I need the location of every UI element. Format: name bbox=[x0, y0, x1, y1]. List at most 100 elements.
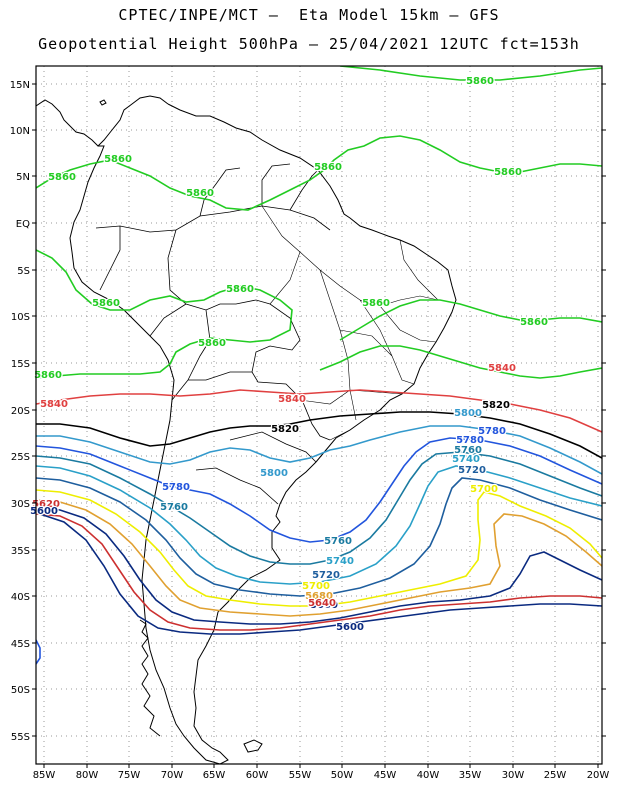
contour-label: 5740 bbox=[452, 454, 480, 465]
lon-label: 75W bbox=[118, 770, 141, 781]
latitude-labels: 15N 10N 5N EQ 5S 10S 15S 20S 25S 30S 35S 40S 45S 50S 5… bbox=[10, 80, 30, 743]
contour-label: 5780 bbox=[478, 426, 506, 437]
contour-label: 5860 bbox=[466, 76, 494, 87]
contour-label: 5780 bbox=[456, 435, 484, 446]
contour-label: 5860 bbox=[362, 298, 390, 309]
lat-label: 50S bbox=[11, 685, 30, 696]
lon-label: 80W bbox=[76, 770, 99, 781]
lon-label: 70W bbox=[161, 770, 184, 781]
chile-fjords bbox=[139, 619, 161, 737]
contour-label: 5760 bbox=[324, 536, 352, 547]
contour-label: 5840 bbox=[40, 399, 68, 410]
lat-label: 15N bbox=[10, 80, 30, 91]
contour-5800 bbox=[36, 425, 602, 475]
lat-label: 30S bbox=[11, 499, 30, 510]
contour-5600 bbox=[39, 513, 602, 635]
contour-label: 5860 bbox=[48, 172, 76, 183]
contour-label: 5600 bbox=[336, 622, 364, 633]
lat-label: 5N bbox=[16, 172, 30, 183]
contour-5840 bbox=[36, 389, 602, 433]
contour-label: 5660 bbox=[310, 600, 338, 611]
contour-5640 bbox=[36, 513, 602, 631]
lat-label: 10S bbox=[11, 312, 30, 323]
axis-ticks bbox=[32, 83, 606, 768]
lat-label: 20S bbox=[11, 406, 30, 417]
lon-label: 55W bbox=[289, 770, 312, 781]
contour-label: 5720 bbox=[458, 465, 486, 476]
contour-label: 5620 bbox=[32, 499, 60, 510]
contour-label: 5860 bbox=[520, 317, 548, 328]
contour-label: 5700 bbox=[470, 484, 498, 495]
contours bbox=[36, 66, 602, 665]
lat-label: 15S bbox=[11, 359, 30, 370]
contour-label: 5860 bbox=[104, 154, 132, 165]
state-borders bbox=[261, 205, 439, 441]
lon-label: 20W bbox=[587, 770, 610, 781]
lon-label: 60W bbox=[246, 770, 269, 781]
lon-label: 65W bbox=[203, 770, 226, 781]
contour-label: 5700 bbox=[302, 581, 330, 592]
contour-label: 5800 bbox=[260, 468, 288, 479]
lat-label: 35S bbox=[11, 546, 30, 557]
map-subtitle: Geopotential Height 500hPa – 25/04/2021 … bbox=[38, 35, 580, 53]
map-frame bbox=[35, 65, 603, 765]
contour-label: 5860 bbox=[186, 188, 214, 199]
contour-5780 bbox=[36, 437, 602, 543]
country-borders bbox=[95, 163, 331, 505]
contour-label: 5600 bbox=[30, 506, 58, 517]
contour-label: 5860 bbox=[92, 298, 120, 309]
contour-label: 5820 bbox=[482, 400, 510, 411]
contour-5760 bbox=[36, 451, 602, 565]
coastlines bbox=[36, 95, 457, 764]
lon-label: 50W bbox=[331, 770, 354, 781]
contour-label: 5760 bbox=[160, 502, 188, 513]
contour-5740 bbox=[36, 465, 602, 585]
contour-5720 bbox=[36, 477, 602, 597]
lon-label: 30W bbox=[502, 770, 525, 781]
contour-labels: 5860 5860 5860 5860 5860 5860 5860 5860 5860 5860… bbox=[29, 75, 549, 635]
lat-label: 25S bbox=[11, 452, 30, 463]
falklands-island bbox=[243, 739, 263, 753]
lon-label: 40W bbox=[417, 770, 440, 781]
lon-label: 85W bbox=[33, 770, 56, 781]
contour-5860 bbox=[339, 66, 602, 81]
lon-label: 25W bbox=[544, 770, 567, 781]
lat-label: 40S bbox=[11, 592, 30, 603]
contour-5860 bbox=[36, 249, 293, 379]
contour-label: 5800 bbox=[454, 408, 482, 419]
contour-label: 5860 bbox=[198, 338, 226, 349]
contour-label: 5640 bbox=[308, 598, 336, 609]
lon-label: 35W bbox=[459, 770, 482, 781]
caribbean-island bbox=[99, 99, 107, 106]
lat-label: 5S bbox=[17, 266, 30, 277]
contour-label: 5860 bbox=[34, 370, 62, 381]
central-america-coast bbox=[36, 95, 169, 147]
contour-5680 bbox=[36, 499, 602, 617]
lat-label: 45S bbox=[11, 639, 30, 650]
contour-5820 bbox=[36, 411, 602, 459]
contour-label: 5680 bbox=[305, 591, 333, 602]
contour-5660 bbox=[36, 507, 602, 625]
contour-5860 bbox=[339, 299, 602, 341]
contour-label: 5860 bbox=[314, 162, 342, 173]
contour-5860 bbox=[319, 345, 602, 379]
lat-label: 55S bbox=[11, 732, 30, 743]
map-title: CPTEC/INPE/MCT – Eta Model 15km – GFS bbox=[118, 6, 500, 24]
south-america-coast bbox=[69, 103, 457, 764]
lat-label: 10N bbox=[10, 126, 30, 137]
lon-label: 45W bbox=[374, 770, 397, 781]
contour-label: 5860 bbox=[226, 284, 254, 295]
contour-label: 5840 bbox=[488, 363, 516, 374]
contour-5860 bbox=[36, 135, 602, 211]
contour-small-loop bbox=[36, 639, 41, 665]
lat-label: EQ bbox=[16, 219, 30, 230]
contour-label: 5820 bbox=[271, 424, 299, 435]
contour-5700 bbox=[36, 489, 602, 607]
contour-label: 5840 bbox=[278, 394, 306, 405]
contour-label: 5740 bbox=[326, 556, 354, 567]
contour-label: 5780 bbox=[162, 482, 190, 493]
contour-label: 5720 bbox=[312, 570, 340, 581]
contour-label: 5860 bbox=[494, 167, 522, 178]
longitude-labels: 85W 80W 75W 70W 65W 60W 55W 50W 45W 40W 35W 30W 25W 2… bbox=[33, 770, 610, 781]
